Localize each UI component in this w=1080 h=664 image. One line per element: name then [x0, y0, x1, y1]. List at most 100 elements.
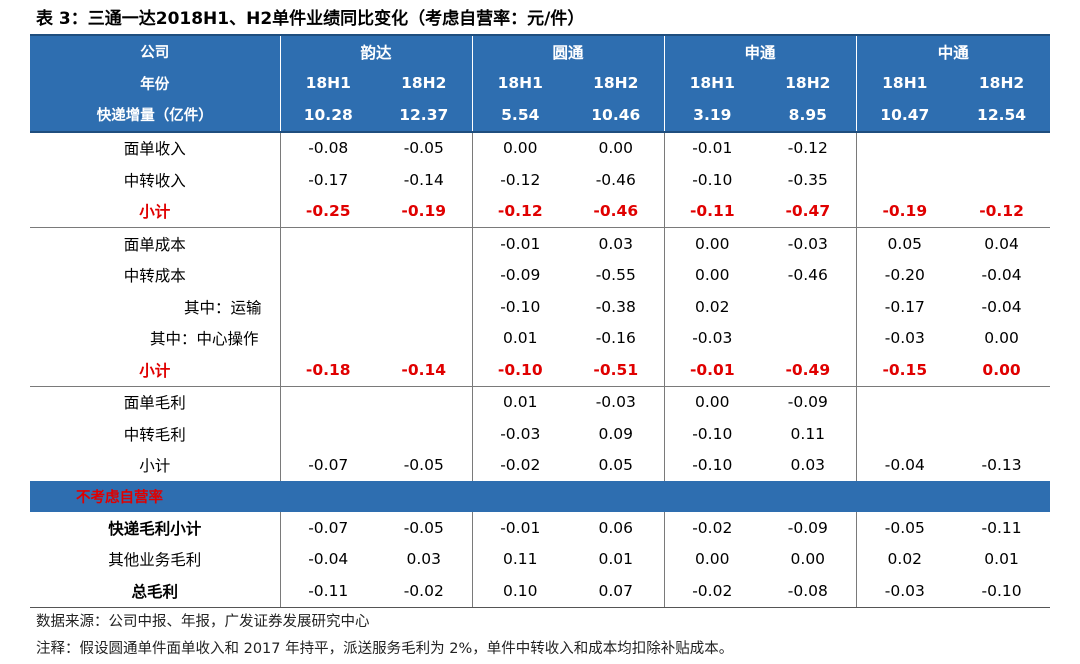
- value-cell: [760, 291, 856, 323]
- volume-label: 快递增量（亿件）: [30, 99, 280, 133]
- value-cell: -0.16: [595, 329, 636, 348]
- company-yunda: 韵达: [279, 34, 473, 68]
- value-cell: [376, 228, 472, 260]
- value-cell: -0.02: [663, 575, 761, 608]
- row-label: 小计: [30, 354, 280, 387]
- performance-table: 公司 韵达 圆通 申通 中通 年份 18H1 18H2 18H1 18H2 18…: [30, 34, 1051, 608]
- value-cell: -0.01: [663, 354, 761, 387]
- band-label: 不考虑自营率: [30, 481, 1051, 512]
- value-cell: 0.05: [598, 456, 634, 475]
- band-row: 不考虑自营率: [30, 481, 1051, 512]
- volume-cell: 10.46: [568, 99, 665, 133]
- value-cell: [855, 418, 954, 450]
- value-cell: 0.00: [663, 259, 761, 291]
- value-cell: -0.19: [855, 195, 954, 228]
- period-cell: 18H2: [568, 67, 665, 99]
- row-label: 其中：运输: [184, 298, 262, 317]
- row-label: 其他业务毛利: [108, 551, 202, 570]
- table-row: 快递毛利小计 -0.07 -0.05 -0.01 0.06 -0.02 -0.0…: [30, 512, 1050, 544]
- value-cell: -0.02: [471, 449, 569, 481]
- value-cell: 0.02: [663, 291, 761, 323]
- value-cell: 0.04: [984, 234, 1019, 253]
- value-cell: -0.12: [787, 139, 828, 158]
- value-cell: 0.10: [471, 575, 569, 608]
- period-cell: 18H1: [279, 67, 376, 99]
- value-cell: -0.25: [279, 195, 376, 228]
- value-cell: 0.01: [598, 550, 634, 569]
- value-cell: [855, 164, 954, 196]
- value-cell: 0.01: [984, 550, 1019, 569]
- value-cell: 0.03: [406, 550, 442, 569]
- value-cell: -0.08: [279, 131, 376, 164]
- value-cell: -0.12: [471, 195, 569, 228]
- value-cell: -0.13: [981, 456, 1022, 475]
- value-cell: [376, 291, 472, 323]
- cost-subtotal-row: 小计 -0.18 -0.14 -0.10 -0.51 -0.01 -0.49 -…: [30, 354, 1051, 387]
- value-cell: -0.10: [953, 575, 1051, 608]
- value-cell: -0.02: [663, 512, 761, 544]
- value-cell: -0.05: [403, 456, 444, 475]
- table-row: 其中：中心操作 0.01 -0.16 -0.03 -0.03 0.00: [30, 322, 1050, 354]
- period-cell: 18H1: [471, 67, 569, 99]
- value-cell: [855, 386, 954, 418]
- source-note: 数据来源：公司中报、年报，广发证券发展研究中心: [36, 614, 370, 630]
- value-cell: 0.00: [663, 543, 761, 575]
- value-cell: -0.05: [403, 139, 444, 158]
- value-cell: [855, 131, 954, 164]
- table-row: 中转收入 -0.17 -0.14 -0.12 -0.46 -0.10 -0.35: [30, 164, 1050, 196]
- value-cell: -0.03: [855, 322, 954, 354]
- table-row: 面单成本 -0.01 0.03 0.00 -0.03 0.05 0.04: [30, 227, 1050, 260]
- value-cell: -0.01: [471, 512, 569, 544]
- row-label: 面单收入: [123, 140, 186, 159]
- row-label: 中转毛利: [123, 425, 186, 444]
- volume-cell: 8.95: [760, 99, 857, 133]
- row-label: 总毛利: [30, 575, 280, 608]
- value-cell: 0.03: [790, 456, 826, 475]
- value-cell: 0.00: [953, 354, 1051, 387]
- value-cell: -0.46: [787, 266, 828, 285]
- value-cell: -0.11: [663, 195, 761, 228]
- value-cell: -0.09: [471, 259, 569, 291]
- company-label: 公司: [30, 34, 280, 68]
- value-cell: -0.10: [663, 164, 761, 196]
- revenue-subtotal-row: 小计 -0.25 -0.19 -0.12 -0.46 -0.11 -0.47 -…: [30, 195, 1051, 228]
- row-label: 中转收入: [123, 171, 186, 190]
- table-row: 其他业务毛利 -0.04 0.03 0.11 0.01 0.00 0.00 0.…: [30, 543, 1050, 575]
- value-cell: 0.09: [598, 424, 634, 443]
- value-cell: -0.46: [595, 170, 636, 189]
- company-shentong: 申通: [663, 34, 857, 68]
- table-title: 表 3：三通一达2018H1、H2单件业绩同比变化（考虑自营率：元/件）: [36, 9, 585, 29]
- row-label: 小计: [30, 195, 280, 228]
- period-cell: 18H2: [760, 67, 857, 99]
- value-cell: 0.05: [855, 227, 954, 260]
- total-margin-row: 总毛利 -0.11 -0.02 0.10 0.07 -0.02 -0.08 -0…: [30, 575, 1051, 608]
- table-row: 面单收入 -0.08 -0.05 0.00 0.00 -0.01 -0.12: [30, 131, 1050, 164]
- row-label: 面单成本: [123, 235, 186, 254]
- value-cell: -0.47: [760, 195, 857, 228]
- row-label: 小计: [139, 457, 171, 476]
- value-cell: -0.55: [595, 266, 636, 285]
- value-cell: 0.03: [598, 234, 634, 253]
- period-cell: 18H2: [953, 67, 1051, 99]
- period-cell: 18H1: [855, 67, 954, 99]
- value-cell: [953, 386, 1050, 418]
- value-cell: [279, 322, 376, 354]
- value-cell: -0.20: [855, 259, 954, 291]
- value-cell: -0.51: [568, 354, 665, 387]
- value-cell: -0.17: [279, 164, 376, 196]
- row-label: 中转成本: [123, 267, 186, 286]
- value-cell: -0.10: [471, 291, 569, 323]
- value-cell: 0.11: [471, 543, 569, 575]
- value-cell: -0.03: [471, 418, 569, 450]
- value-cell: [279, 418, 376, 450]
- value-cell: -0.09: [787, 393, 828, 412]
- row-label: 快递毛利小计: [108, 519, 202, 538]
- value-cell: 0.00: [984, 329, 1019, 348]
- value-cell: -0.01: [471, 227, 569, 260]
- value-cell: 0.00: [790, 550, 826, 569]
- table-row: 面单毛利 0.01 -0.03 0.00 -0.09: [30, 386, 1050, 418]
- value-cell: -0.18: [279, 354, 376, 387]
- value-cell: -0.19: [376, 195, 473, 228]
- value-cell: -0.35: [787, 170, 828, 189]
- period-label: 年份: [30, 67, 280, 99]
